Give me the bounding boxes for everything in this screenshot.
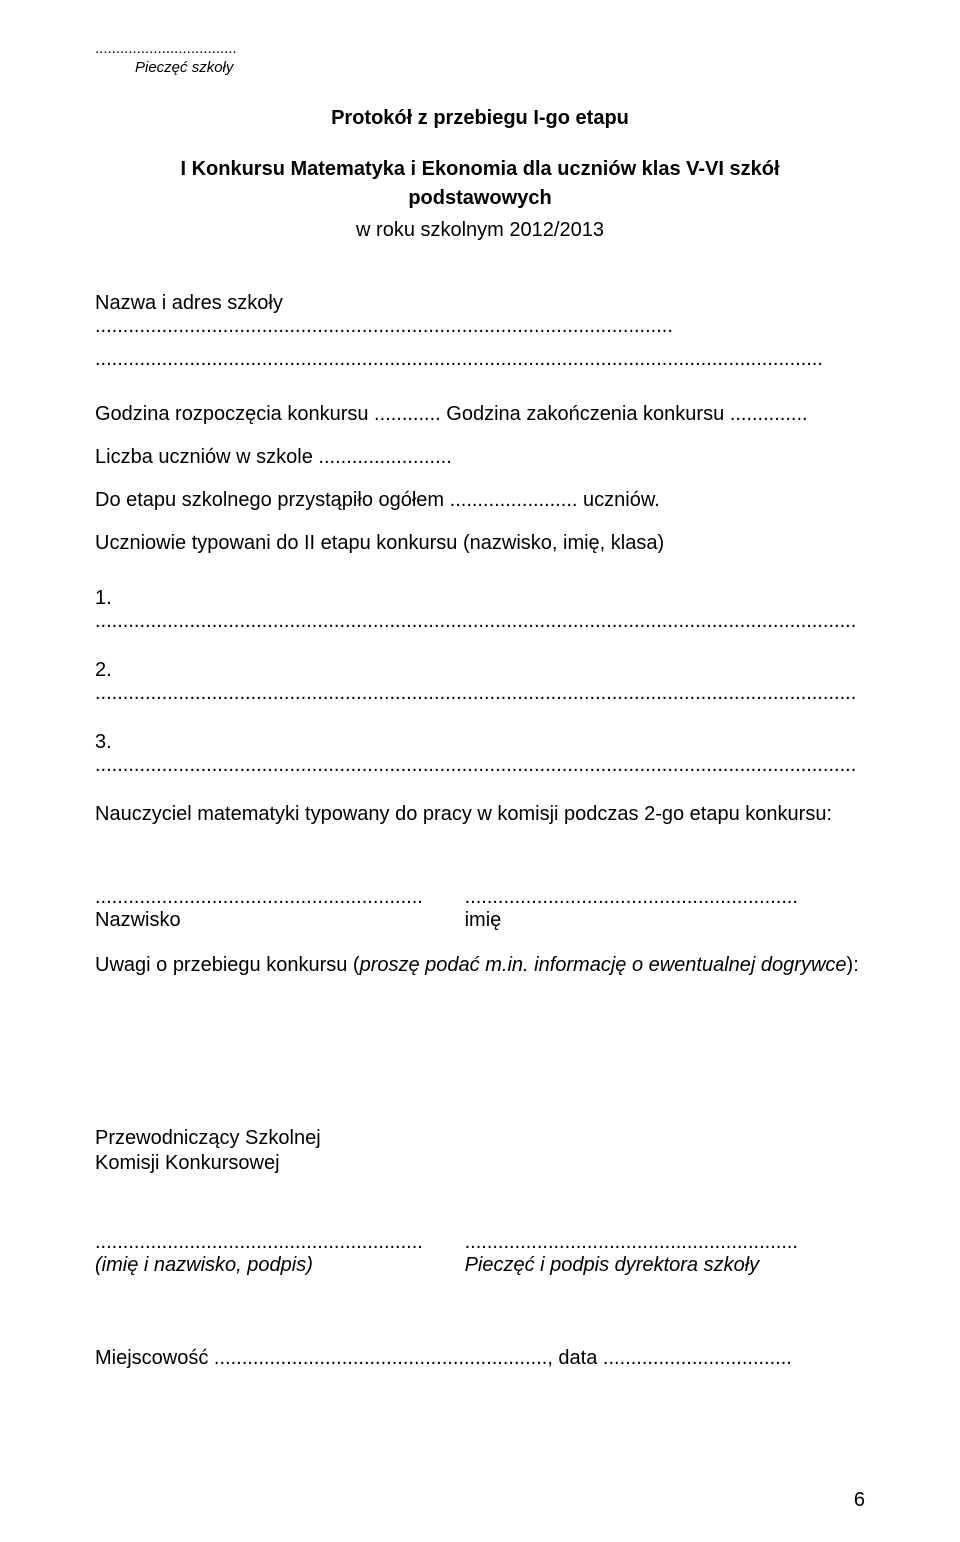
school-name-line: Nazwa i adres szkoły ...................…: [95, 292, 865, 338]
stamp-label: Pieczęć szkoły: [135, 59, 865, 76]
name-label-right: imię: [465, 909, 865, 932]
place-line: Miejscowość ............................…: [95, 1347, 865, 1370]
name-dots-left: ........................................…: [95, 886, 465, 909]
sig-label-right: Pieczęć i podpis dyrektora szkoły: [465, 1254, 865, 1277]
sig-dots-left: ........................................…: [95, 1231, 465, 1254]
teacher-line: Nauczyciel matematyki typowany do pracy …: [95, 803, 865, 826]
typed-heading: Uczniowie typowani do II etapu konkursu …: [95, 532, 865, 555]
chair-line1: Przewodniczący Szkolnej: [95, 1127, 865, 1150]
school-name-line2: ........................................…: [95, 348, 865, 371]
times-line: Godzina rozpoczęcia konkursu ...........…: [95, 403, 865, 426]
count-line: Liczba uczniów w szkole ................…: [95, 446, 865, 469]
name-label-row: Nazwisko imię: [95, 909, 865, 932]
list-item-3: 3. .....................................…: [95, 731, 865, 777]
sig-label-row: (imię i nazwisko, podpis) Pieczęć i podp…: [95, 1254, 865, 1277]
name-dots-right: ........................................…: [465, 886, 865, 909]
remarks-italic: proszę podać m.in. informację o ewentual…: [360, 954, 847, 976]
remarks-prefix: Uwagi o przebiegu konkursu (: [95, 954, 360, 976]
name-dots-row: ........................................…: [95, 886, 865, 909]
title-line1: Protokół z przebiegu I-go etapu: [95, 104, 865, 133]
totals-line: Do etapu szkolnego przystąpiło ogółem ..…: [95, 489, 865, 512]
title-line2: I Konkursu Matematyka i Ekonomia dla ucz…: [95, 155, 865, 184]
remarks-line: Uwagi o przebiegu konkursu (proszę podać…: [95, 954, 865, 977]
title-block: Protokół z przebiegu I-go etapu I Konkur…: [95, 104, 865, 213]
sig-label-left: (imię i nazwisko, podpis): [95, 1254, 465, 1277]
sig-dots-row: ........................................…: [95, 1231, 865, 1254]
chair-line2: Komisji Konkursowej: [95, 1152, 865, 1175]
school-year: w roku szkolnym 2012/2013: [95, 219, 865, 242]
remarks-suffix: ):: [847, 954, 859, 976]
stamp-dots: ..................................: [95, 40, 865, 57]
page: .................................. Piecz…: [0, 0, 960, 1542]
page-number: 6: [854, 1489, 865, 1512]
list-item-1: 1. .....................................…: [95, 587, 865, 633]
name-label-left: Nazwisko: [95, 909, 465, 932]
sig-dots-right: ........................................…: [465, 1231, 865, 1254]
list-item-2: 2. .....................................…: [95, 659, 865, 705]
title-line3: podstawowych: [95, 184, 865, 213]
